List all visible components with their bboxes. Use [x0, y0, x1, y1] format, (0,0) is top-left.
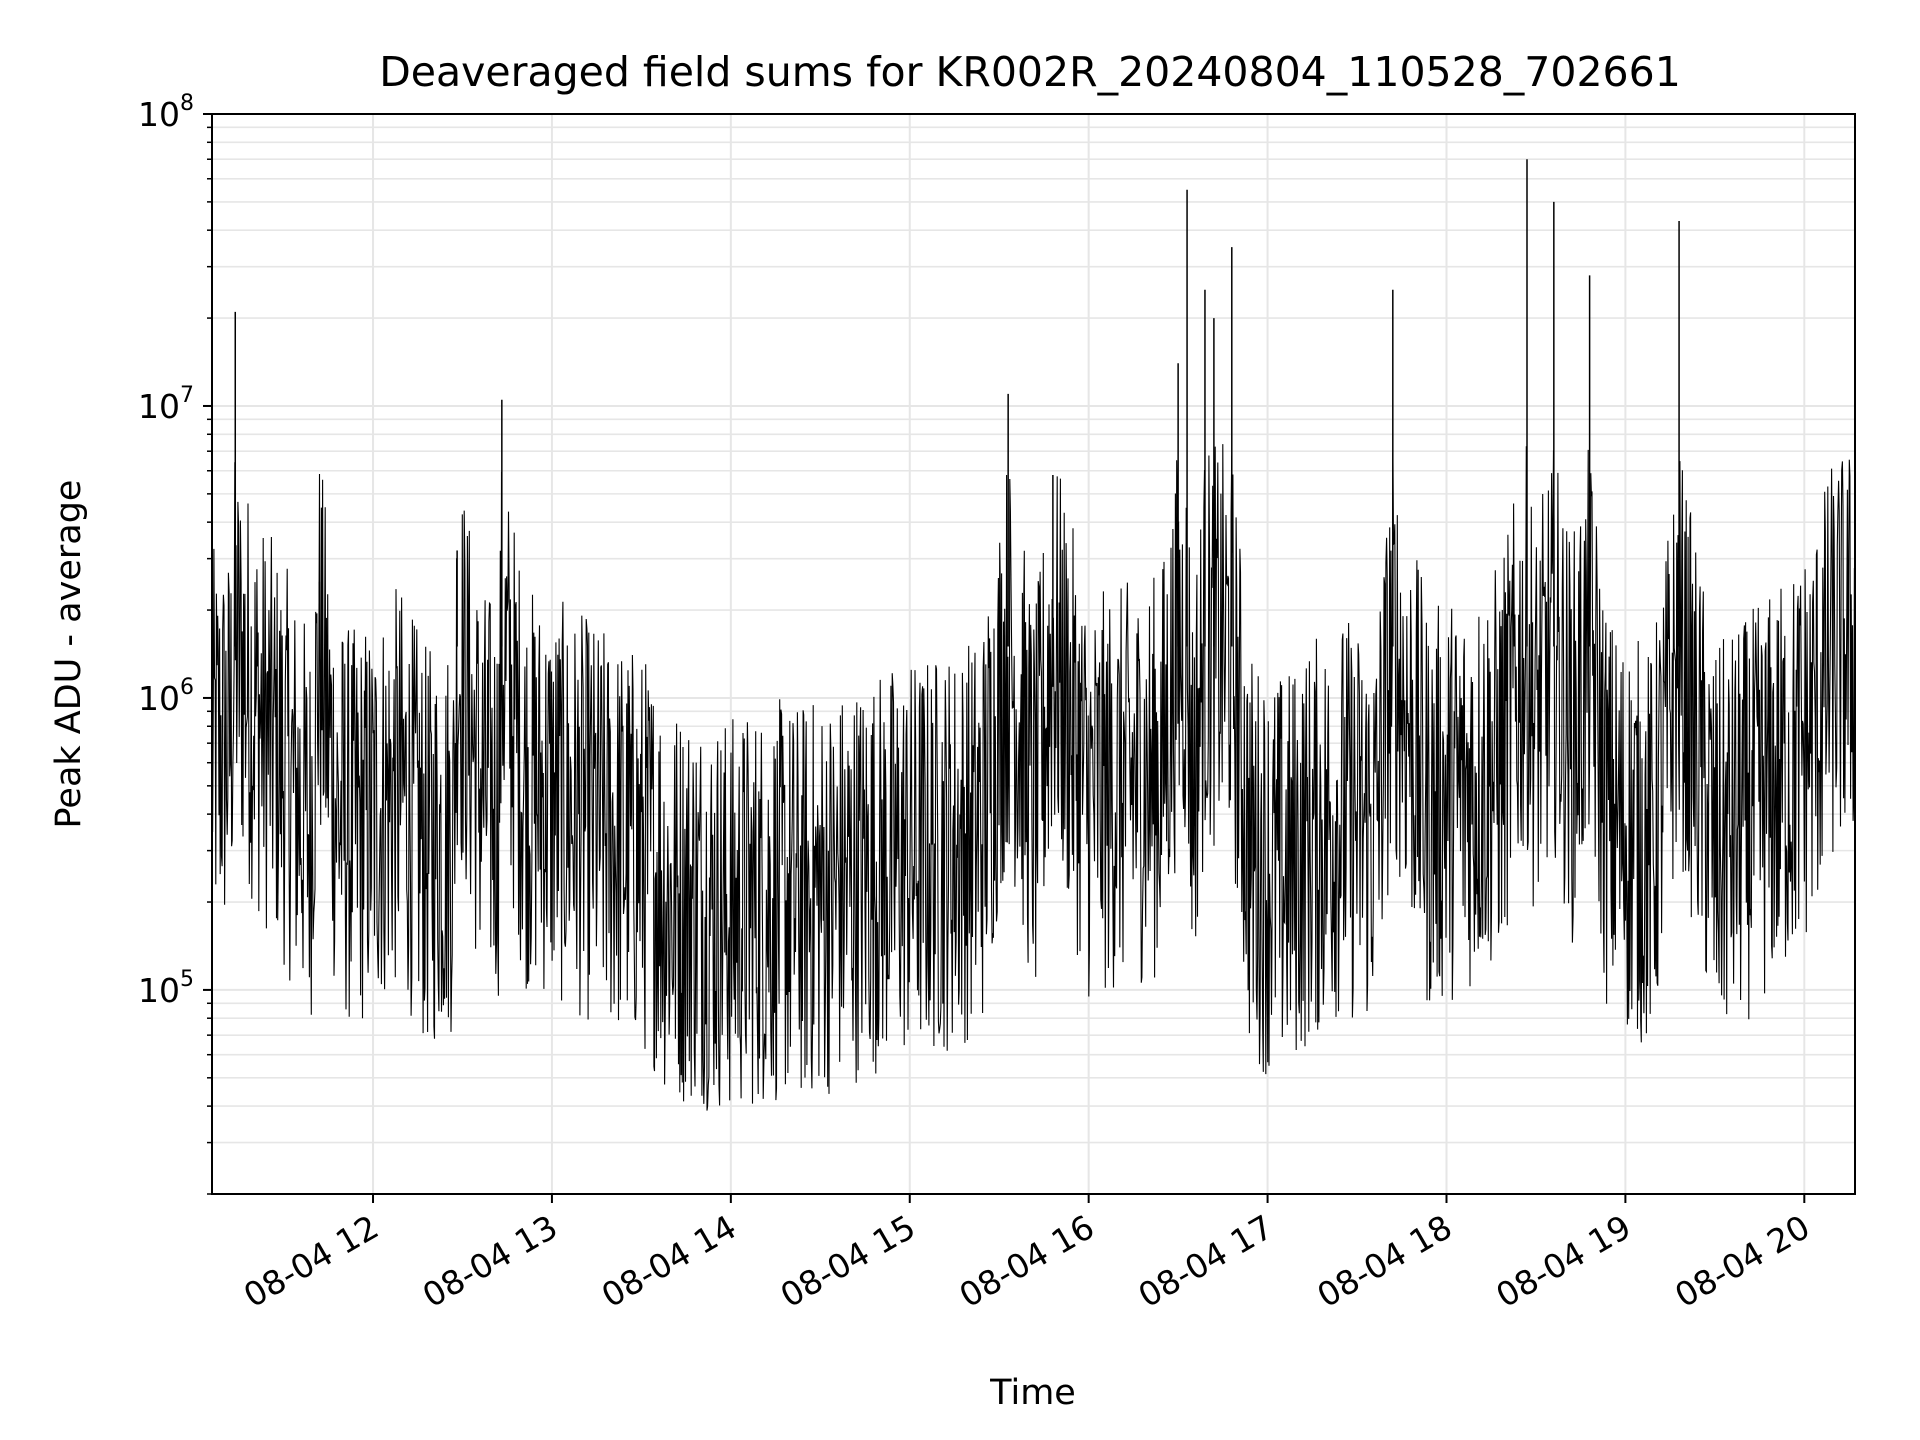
plot-frame	[211, 113, 1856, 1195]
series-trace	[211, 444, 1856, 1111]
series-line	[211, 159, 1856, 1111]
y-axis-label: Peak ADU - average	[49, 480, 89, 829]
y-axis: 105 106 107 108	[138, 91, 212, 1195]
y-tick-label: 105	[138, 967, 194, 1010]
y-tick-label: 106	[138, 675, 194, 718]
chart-title: Deaveraged field sums for KR002R_2024080…	[379, 48, 1681, 96]
y-tick-label: 107	[138, 383, 194, 426]
y-tick-label: 108	[138, 91, 194, 134]
x-axis-label: Time	[989, 1373, 1076, 1413]
